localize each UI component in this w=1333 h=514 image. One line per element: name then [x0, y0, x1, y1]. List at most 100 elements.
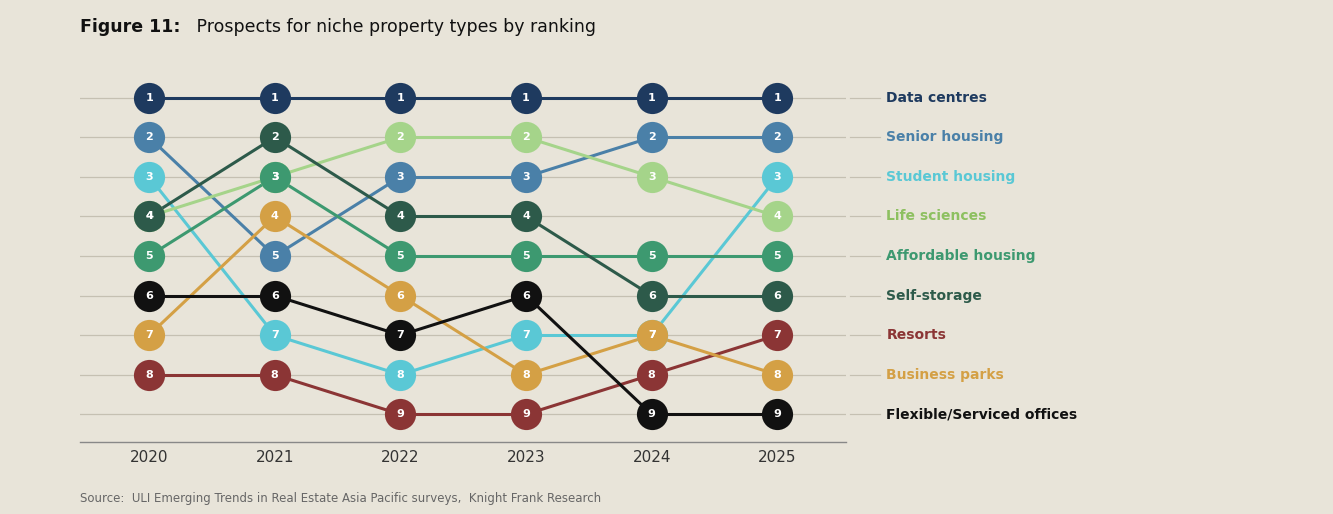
Point — [516, 173, 537, 181]
Text: 7: 7 — [271, 330, 279, 340]
Text: 3: 3 — [648, 172, 656, 182]
Point — [389, 94, 411, 102]
Point — [516, 371, 537, 379]
Text: 6: 6 — [648, 290, 656, 301]
Point — [641, 94, 663, 102]
Point — [389, 291, 411, 300]
Text: 6: 6 — [271, 290, 279, 301]
Text: 1: 1 — [145, 93, 153, 103]
Text: 4: 4 — [145, 211, 153, 222]
Point — [766, 94, 788, 102]
Text: 8: 8 — [523, 370, 531, 380]
Text: 7: 7 — [773, 330, 781, 340]
Point — [766, 212, 788, 221]
Text: 3: 3 — [773, 172, 781, 182]
Point — [264, 133, 285, 141]
Point — [264, 371, 285, 379]
Point — [516, 252, 537, 260]
Text: 6: 6 — [523, 290, 531, 301]
Text: 5: 5 — [523, 251, 529, 261]
Text: 3: 3 — [145, 172, 153, 182]
Point — [516, 331, 537, 339]
Text: 9: 9 — [396, 409, 404, 419]
Point — [516, 212, 537, 221]
Text: 2: 2 — [271, 132, 279, 142]
Text: 6: 6 — [396, 290, 404, 301]
Text: 8: 8 — [648, 370, 656, 380]
Text: 4: 4 — [396, 211, 404, 222]
Text: 1: 1 — [773, 93, 781, 103]
Point — [139, 212, 160, 221]
Point — [139, 371, 160, 379]
Point — [766, 173, 788, 181]
Point — [641, 252, 663, 260]
Point — [139, 94, 160, 102]
Point — [516, 94, 537, 102]
Point — [516, 133, 537, 141]
Text: 7: 7 — [648, 330, 656, 340]
Text: Senior housing: Senior housing — [886, 130, 1004, 144]
Text: 4: 4 — [773, 211, 781, 222]
Text: 2: 2 — [145, 132, 153, 142]
Text: Affordable housing: Affordable housing — [886, 249, 1036, 263]
Text: Student housing: Student housing — [886, 170, 1016, 184]
Point — [516, 291, 537, 300]
Point — [264, 173, 285, 181]
Point — [641, 173, 663, 181]
Text: 1: 1 — [648, 93, 656, 103]
Text: 9: 9 — [773, 409, 781, 419]
Point — [389, 173, 411, 181]
Point — [389, 212, 411, 221]
Text: 7: 7 — [145, 330, 153, 340]
Text: 1: 1 — [523, 93, 531, 103]
Text: 2: 2 — [523, 132, 531, 142]
Point — [139, 133, 160, 141]
Text: 7: 7 — [396, 330, 404, 340]
Point — [766, 133, 788, 141]
Point — [766, 252, 788, 260]
Text: 8: 8 — [773, 370, 781, 380]
Text: Source:  ULI Emerging Trends in Real Estate Asia Pacific surveys,  Knight Frank : Source: ULI Emerging Trends in Real Esta… — [80, 492, 601, 505]
Point — [264, 291, 285, 300]
Text: Business parks: Business parks — [886, 368, 1004, 382]
Text: 7: 7 — [523, 330, 531, 340]
Point — [139, 252, 160, 260]
Text: 5: 5 — [773, 251, 781, 261]
Point — [264, 212, 285, 221]
Text: 3: 3 — [523, 172, 529, 182]
Text: 8: 8 — [271, 370, 279, 380]
Point — [389, 371, 411, 379]
Text: Life sciences: Life sciences — [886, 209, 986, 224]
Point — [641, 331, 663, 339]
Text: 4: 4 — [271, 211, 279, 222]
Text: 9: 9 — [648, 409, 656, 419]
Point — [516, 410, 537, 418]
Point — [264, 94, 285, 102]
Text: 2: 2 — [396, 132, 404, 142]
Point — [641, 133, 663, 141]
Point — [389, 133, 411, 141]
Text: Prospects for niche property types by ranking: Prospects for niche property types by ra… — [191, 18, 596, 36]
Text: 3: 3 — [271, 172, 279, 182]
Text: Figure 11:: Figure 11: — [80, 18, 180, 36]
Text: 2: 2 — [773, 132, 781, 142]
Point — [766, 410, 788, 418]
Text: Self-storage: Self-storage — [886, 288, 982, 303]
Text: 1: 1 — [271, 93, 279, 103]
Point — [389, 252, 411, 260]
Point — [139, 331, 160, 339]
Text: 8: 8 — [145, 370, 153, 380]
Point — [641, 410, 663, 418]
Text: 6: 6 — [145, 290, 153, 301]
Text: 5: 5 — [397, 251, 404, 261]
Text: Resorts: Resorts — [886, 328, 946, 342]
Point — [641, 331, 663, 339]
Point — [264, 173, 285, 181]
Point — [766, 371, 788, 379]
Point — [389, 331, 411, 339]
Point — [641, 291, 663, 300]
Point — [766, 331, 788, 339]
Text: 3: 3 — [397, 172, 404, 182]
Text: 3: 3 — [271, 172, 279, 182]
Point — [641, 371, 663, 379]
